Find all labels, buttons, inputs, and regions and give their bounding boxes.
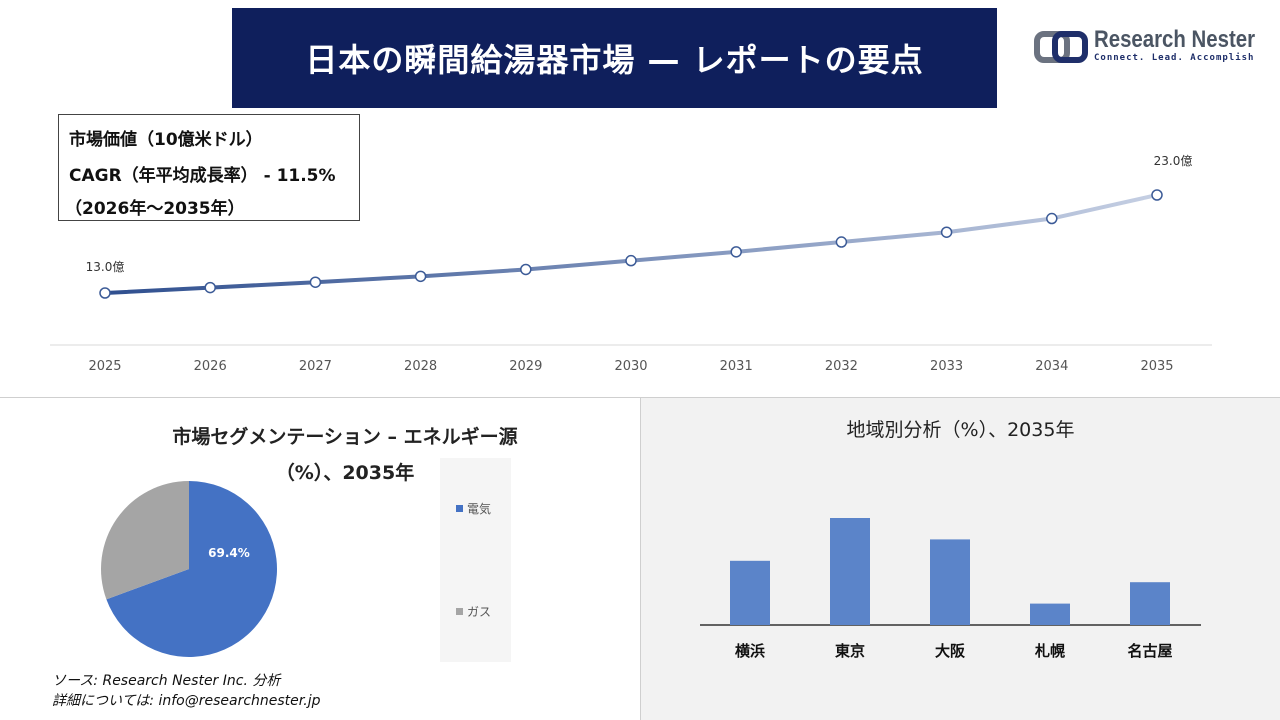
data-point-2028 — [414, 270, 427, 283]
data-point-2029 — [520, 263, 532, 276]
market-info-box: 市場価値（10億米ドル） CAGR（年平均成長率） - 11.5% （2026年… — [58, 114, 360, 221]
data-point-2033 — [940, 226, 953, 238]
legend-label-electric: 電気 — [467, 502, 492, 516]
x-tick-label-2027: 2027 — [299, 359, 332, 374]
page-title: 日本の瞬間給湯器市場 — レポートの要点 — [305, 41, 924, 79]
market-value-label: 市場価値（10億米ドル） — [69, 130, 263, 150]
logo-name: Research Nester — [1094, 26, 1256, 53]
x-tick-label-2033: 2033 — [930, 359, 963, 374]
research-nester-logo-icon — [1034, 31, 1088, 63]
bar-2 — [930, 539, 970, 625]
title-banner: 日本の瞬間給湯器市場 — レポートの要点 — [232, 8, 997, 108]
legend-item-gas: ガス — [456, 603, 491, 620]
segment-title: 市場セグメンテーション – エネルギー源 — [172, 426, 518, 448]
energy-source-pie-chart: 69.4% — [100, 481, 277, 657]
data-point-2027 — [309, 276, 322, 288]
x-tick-label-2029: 2029 — [509, 359, 542, 374]
bar-1 — [830, 518, 870, 625]
bar-category-label-0: 横浜 — [735, 642, 765, 660]
regional-bar-chart: 横浜 東京 大阪 札幌 名古屋 — [700, 518, 1201, 660]
pie-legend: 電気 ガス — [440, 458, 511, 662]
data-point-2025 — [99, 287, 111, 299]
legend-swatch-gas — [456, 608, 463, 615]
x-tick-label-2025: 2025 — [88, 359, 121, 374]
legend-label-gas: ガス — [467, 605, 492, 619]
data-point-2030 — [625, 254, 637, 267]
x-tick-label-2034: 2034 — [1035, 359, 1068, 374]
pie-slice-1 — [100, 481, 189, 600]
growth-line — [104, 193, 1158, 295]
data-point-2035 — [1151, 189, 1163, 201]
logo-tagline: Connect. Lead. Accomplish — [1094, 53, 1255, 63]
bar-category-label-4: 名古屋 — [1127, 642, 1172, 660]
segment-subtitle: （%）、2035年 — [275, 462, 415, 484]
bar-4 — [1130, 582, 1170, 625]
x-tick-label-2031: 2031 — [720, 359, 753, 374]
x-tick-label-2030: 2030 — [614, 359, 647, 374]
data-point-2031 — [730, 246, 742, 258]
data-point-2034 — [1046, 212, 1058, 225]
region-title: 地域別分析（%）、2035年 — [846, 419, 1075, 441]
bar-0 — [730, 560, 770, 625]
data-label-first: 13.0億 — [86, 260, 125, 274]
bar-category-label-3: 札幌 — [1034, 642, 1065, 660]
bar-category-label-1: 東京 — [835, 642, 865, 660]
logo: Research Nester Connect. Lead. Accomplis… — [1034, 26, 1256, 70]
x-tick-label-2028: 2028 — [404, 359, 437, 374]
x-tick-label-2032: 2032 — [825, 359, 858, 374]
legend-item-electric: 電気 — [456, 500, 491, 517]
period-label: （2026年～2035年） — [65, 199, 245, 219]
contact-note: 詳細については: info@researchnester.jp — [52, 693, 321, 709]
source-note: ソース: Research Nester Inc. 分析 — [52, 673, 281, 689]
data-point-2026 — [204, 281, 216, 294]
data-label-last: 23.0億 — [1154, 154, 1193, 168]
vertical-divider — [640, 397, 641, 720]
market-growth-line-chart: 2025 2026 2027 2028 2029 2030 2031 2032 2033 2034… — [50, 154, 1212, 374]
bar-3 — [1030, 603, 1070, 625]
cagr-label: CAGR（年平均成長率） - 11.5% — [69, 166, 336, 186]
x-tick-label-2035: 2035 — [1140, 359, 1173, 374]
pie-slice-label: 69.4% — [208, 546, 250, 560]
legend-swatch-electric — [456, 505, 463, 512]
x-tick-label-2026: 2026 — [194, 359, 227, 374]
data-point-2032 — [835, 236, 848, 248]
bar-category-label-2: 大阪 — [935, 642, 966, 660]
pie-slice-0 — [106, 481, 277, 657]
